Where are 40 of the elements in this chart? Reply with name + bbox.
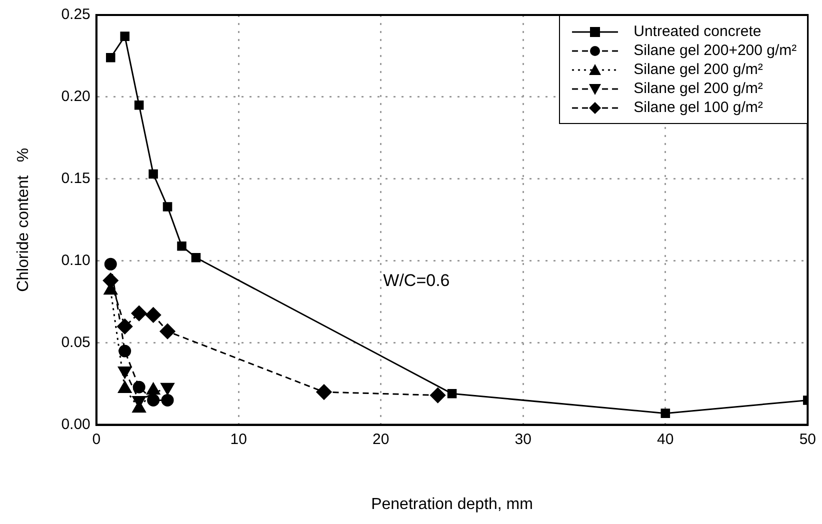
point: [161, 394, 174, 406]
y-tick-label: 0.25: [61, 6, 90, 24]
point: [132, 380, 146, 394]
x-tick-label: 50: [799, 430, 816, 448]
legend-label: Silane gel 100 g/m²: [634, 98, 763, 117]
legend-label: Untreated concrete: [634, 22, 762, 41]
point: [104, 258, 117, 270]
point: [148, 169, 158, 179]
y-tick-label: 0.05: [61, 334, 90, 351]
annotation: W/C=0.6: [383, 271, 450, 292]
point: [118, 344, 132, 358]
x-tick-label: 10: [230, 430, 247, 448]
legend-label: Silane gel 200 g/m²: [634, 79, 763, 98]
y-tick-label: 0.00: [61, 416, 90, 433]
point: [160, 324, 176, 340]
x-tick-label: 40: [657, 430, 674, 448]
y-tick-label: 0.10: [61, 252, 90, 270]
x-tick-label: 20: [372, 430, 390, 448]
point: [134, 100, 144, 110]
x-tick-label: 30: [514, 430, 532, 448]
point: [162, 202, 172, 212]
y-axis-title: Chloride content %: [15, 148, 32, 292]
point: [131, 306, 147, 322]
point: [117, 318, 133, 334]
point: [106, 52, 116, 62]
legend-label: Silane gel 200 g/m²: [634, 60, 763, 79]
point: [147, 394, 160, 406]
point: [146, 307, 162, 323]
legend-label: Silane gel 200+200 g/m²: [634, 41, 797, 60]
point: [447, 389, 457, 398]
point: [316, 384, 332, 400]
x-axis-title: Penetration depth, mm: [371, 496, 533, 513]
point: [660, 408, 670, 418]
point: [191, 252, 201, 262]
point: [120, 32, 130, 41]
x-tick-label: 0: [92, 430, 101, 448]
y-tick-label: 0.15: [61, 170, 90, 188]
y-tick-label: 0.20: [61, 88, 90, 106]
point: [430, 388, 446, 404]
point: [177, 241, 186, 251]
